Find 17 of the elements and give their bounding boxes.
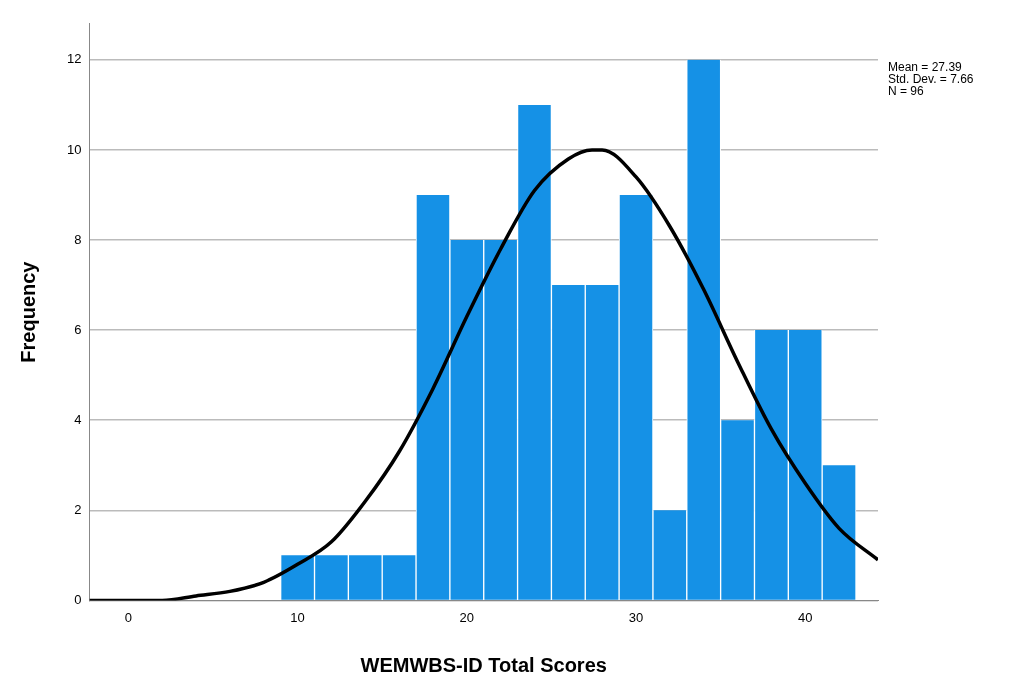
x-tick-label: 40 [798,609,813,625]
y-tick-label: 6 [74,321,82,337]
text: Mean = 27.39 [888,60,963,75]
text: Std. Dev. = 7.66 [888,72,974,87]
x-axis-title: WEMWBS-ID Total Scores [360,653,607,676]
x-tick-label: 10 [290,609,305,625]
text: N = 96 [888,84,925,99]
y-tick-label: 10 [66,141,82,157]
y-tick-label: 4 [74,411,82,427]
x-tick-label: 20 [459,609,475,625]
y-axis-title: Frequency [16,260,39,363]
y-tick-label: 8 [74,231,82,247]
y-tick-label: 12 [66,51,82,67]
x-tick-label: 30 [628,609,644,625]
x-tick-label: 0 [124,609,132,625]
y-tick-label: 2 [74,501,82,517]
y-tick-label: 0 [74,591,82,607]
